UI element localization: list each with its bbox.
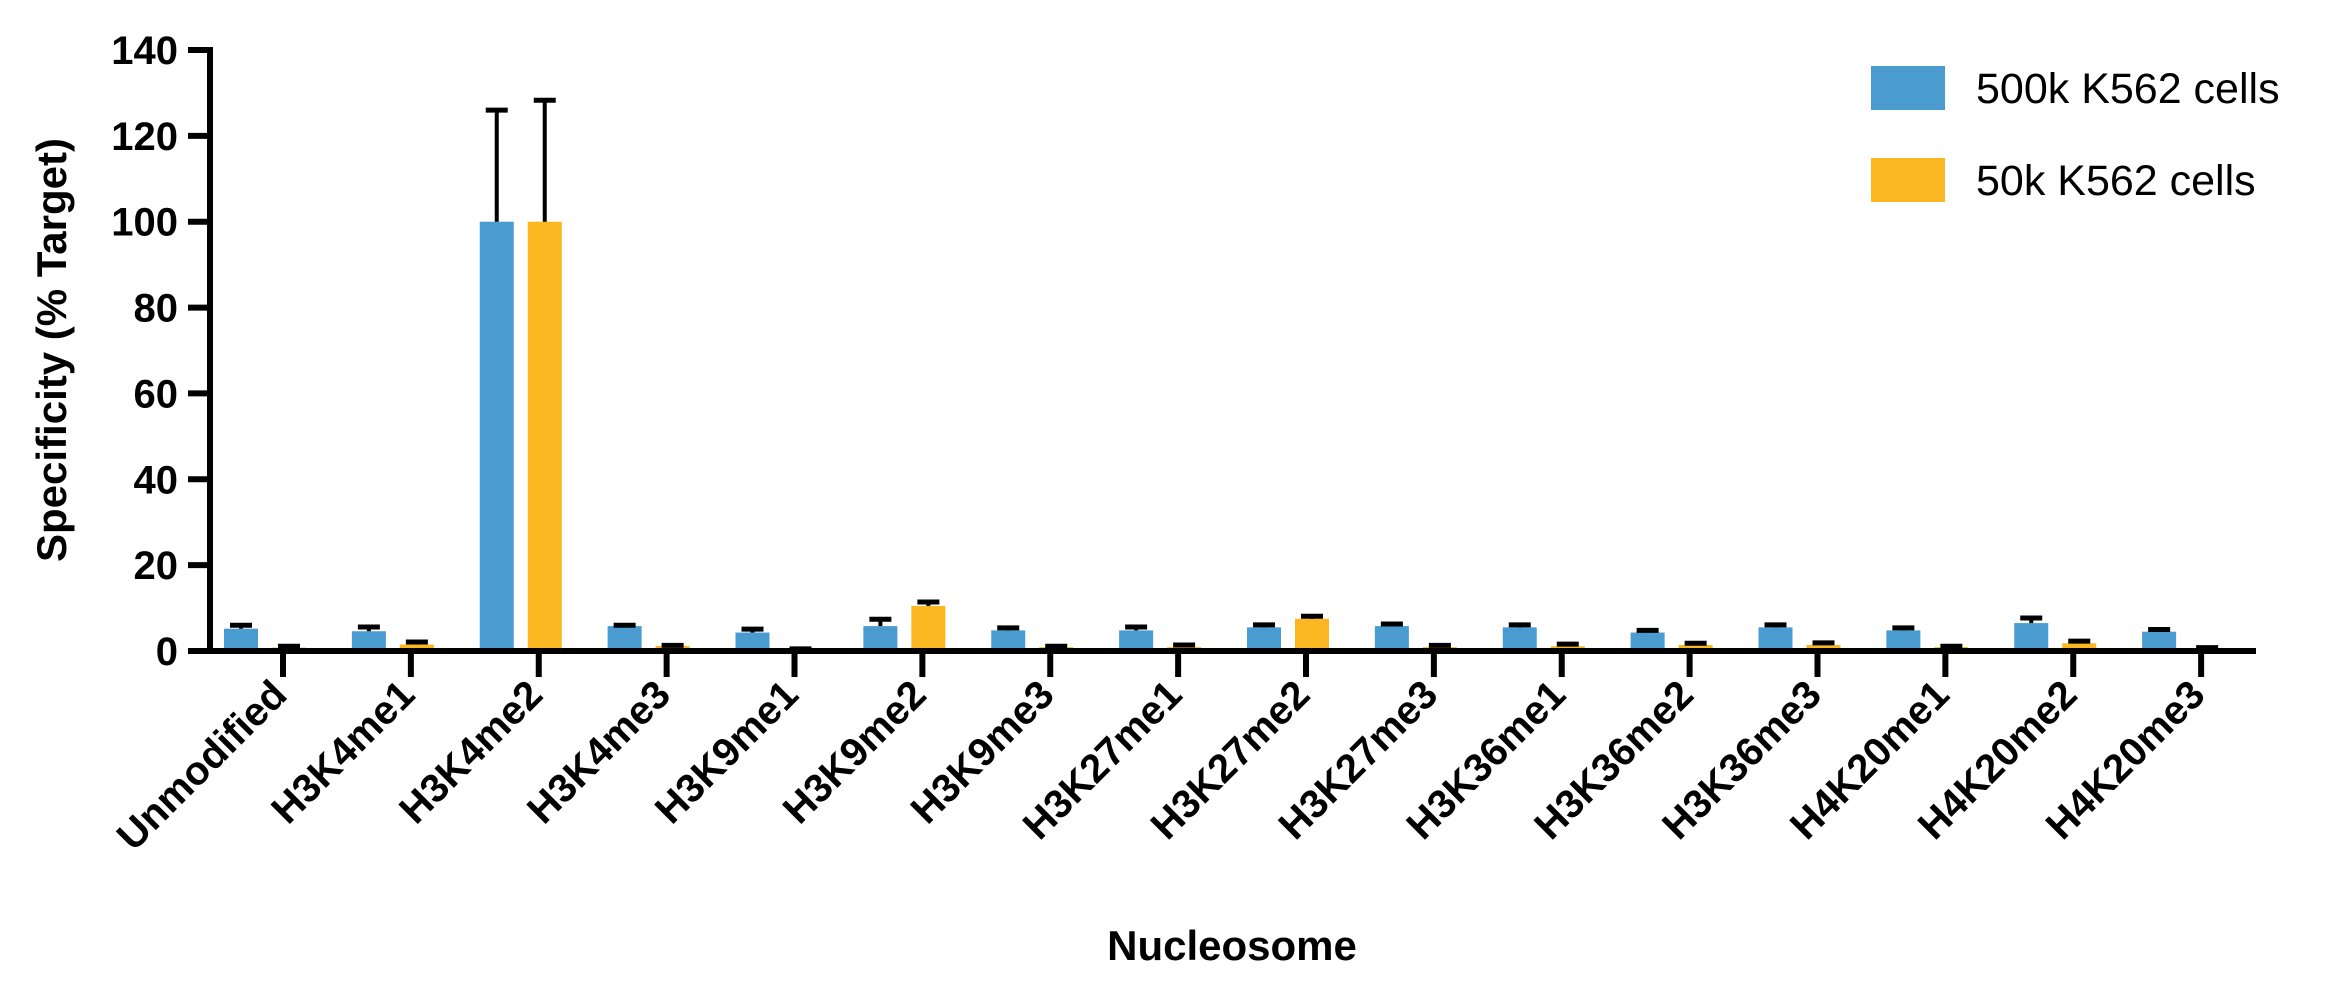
bar-series1-h4k20me2	[2014, 623, 2049, 651]
legend-label-1: 500k K562 cells	[1976, 65, 2280, 113]
bar-series1-unmodified	[224, 628, 258, 651]
bar-series1-h3k4me3	[607, 626, 642, 651]
bar-series1-h3k9me1	[735, 632, 770, 651]
legend: 500k K562 cells 50k K562 cells	[1871, 65, 2280, 205]
bar-series1-h3k36me2	[1630, 632, 1665, 651]
bar-series1-h3k27me3	[1374, 626, 1409, 651]
legend-swatch-2	[1871, 158, 1945, 202]
y-tick-label: 120	[111, 115, 178, 159]
bar-series2-h3k36me3	[1806, 644, 1841, 651]
y-tick-label: 20	[134, 544, 179, 588]
bar-series1-h3k27me1	[1119, 630, 1154, 651]
bar-series1-h3k9me2	[863, 626, 898, 651]
bar-series1-h3k36me3	[1758, 627, 1793, 651]
x-axis-title: Nucleosome	[1107, 922, 1357, 969]
axes-layer	[207, 47, 2256, 654]
y-tick-label: 0	[156, 630, 178, 674]
bar-series2-h4k20me2	[2062, 643, 2097, 651]
bar-series1-h3k4me1	[351, 631, 386, 651]
y-ticks: 0 20 40 60 80 100 120 140	[111, 29, 210, 674]
bar-series1-h4k20me1	[1886, 630, 1921, 651]
bar-series1-h3k27me2	[1247, 627, 1281, 651]
y-axis-title: Specificity (% Target)	[28, 138, 75, 562]
y-tick-label: 140	[111, 29, 178, 73]
legend-label-2: 50k K562 cells	[1976, 157, 2256, 205]
bar-series2-h3k4me1	[399, 644, 434, 651]
bar-series2-h3k4me2	[527, 221, 562, 651]
x-ticks: UnmodifiedH3K4me1H3K4me2H3K4me3H3K9me1H3…	[109, 651, 2213, 859]
bar-series1-h4k20me3	[2142, 631, 2177, 651]
bar-series2-h3k27me2	[1295, 618, 1329, 651]
bars-layer	[224, 221, 2225, 651]
y-tick-label: 60	[134, 372, 179, 416]
y-tick-label: 40	[134, 458, 179, 502]
bar-series1-h3k4me2	[479, 221, 514, 651]
error-bars-layer	[230, 97, 2219, 652]
legend-swatch-1	[1871, 66, 1945, 110]
bar-series1-h3k36me1	[1502, 627, 1537, 651]
x-tick-label: Unmodified	[109, 672, 296, 859]
bar-series2-h3k36me2	[1678, 644, 1713, 651]
bar-series2-h3k9me2	[911, 605, 946, 651]
y-tick-label: 100	[111, 201, 178, 245]
bar-series1-h3k9me3	[991, 630, 1026, 651]
y-tick-label: 80	[134, 287, 179, 331]
